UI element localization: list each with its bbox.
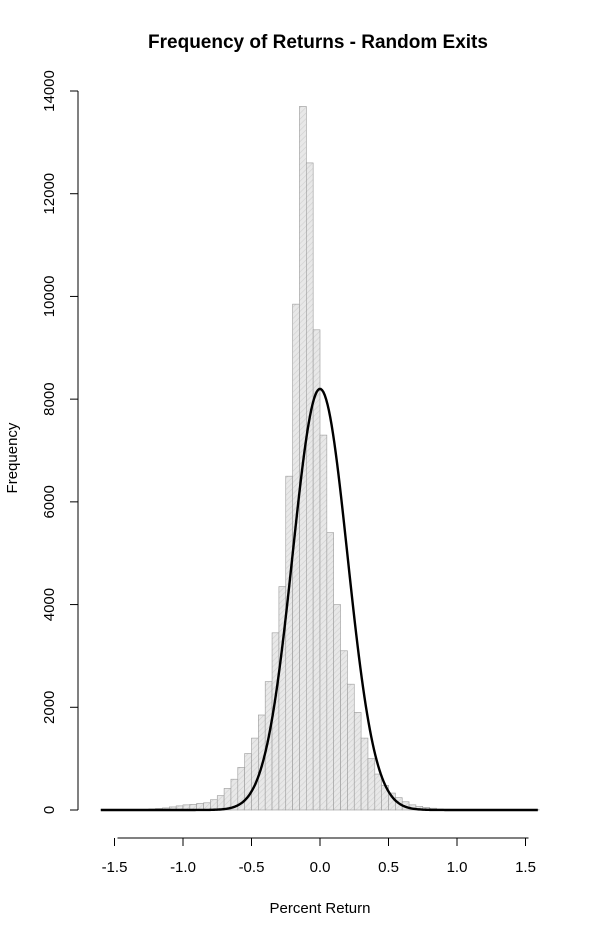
x-tick-label: -0.5 [239,859,265,876]
histogram-bar [271,632,280,811]
y-tick-label: 14000 [41,70,58,112]
y-axis-label: Frequency [4,422,21,493]
normal-curve-line [100,387,538,812]
histogram-bars [100,106,540,811]
x-tick-label: -1.5 [102,859,128,876]
y-axis: 0 2000 4000 6000 8000 10000 12000 14000 [41,70,79,814]
histogram-bar [292,303,300,811]
histogram-bar [347,683,355,811]
y-tick-label: 4000 [41,588,58,621]
histogram-bar [319,434,328,811]
histogram-bar [285,475,293,811]
histogram-bar [223,788,232,811]
histogram-bar [333,604,341,811]
x-axis-label: Percent Return [270,900,371,917]
histogram-bar [367,758,376,811]
x-tick-label: 0.0 [310,859,331,876]
histogram-bar [326,532,335,811]
histogram-bar [216,795,225,811]
x-tick-label: -1.0 [170,859,196,876]
y-tick-label: 10000 [41,276,58,318]
y-tick-label: 0 [41,806,58,814]
histogram-bar [360,737,369,811]
y-tick-label: 6000 [41,485,58,518]
histogram-bar [210,799,218,811]
y-tick-label: 8000 [41,382,58,415]
histogram-bar [374,773,382,811]
histogram-bar [340,650,348,811]
x-tick-label: 0.5 [378,859,399,876]
chart-title: Frequency of Returns - Random Exits [148,32,488,53]
normal-curve-layer [100,387,538,812]
x-axis: -1.5 -1.0 -0.5 0.0 0.5 1.0 1.5 [102,837,536,876]
y-tick-label: 2000 [41,691,58,724]
histogram-bar [353,712,362,811]
histogram-bar [244,753,252,811]
histogram-bar [251,737,259,811]
y-tick-label: 12000 [41,173,58,215]
x-tick-label: 1.5 [515,859,536,876]
x-tick-label: 1.0 [447,859,468,876]
histogram-bar [305,162,314,811]
